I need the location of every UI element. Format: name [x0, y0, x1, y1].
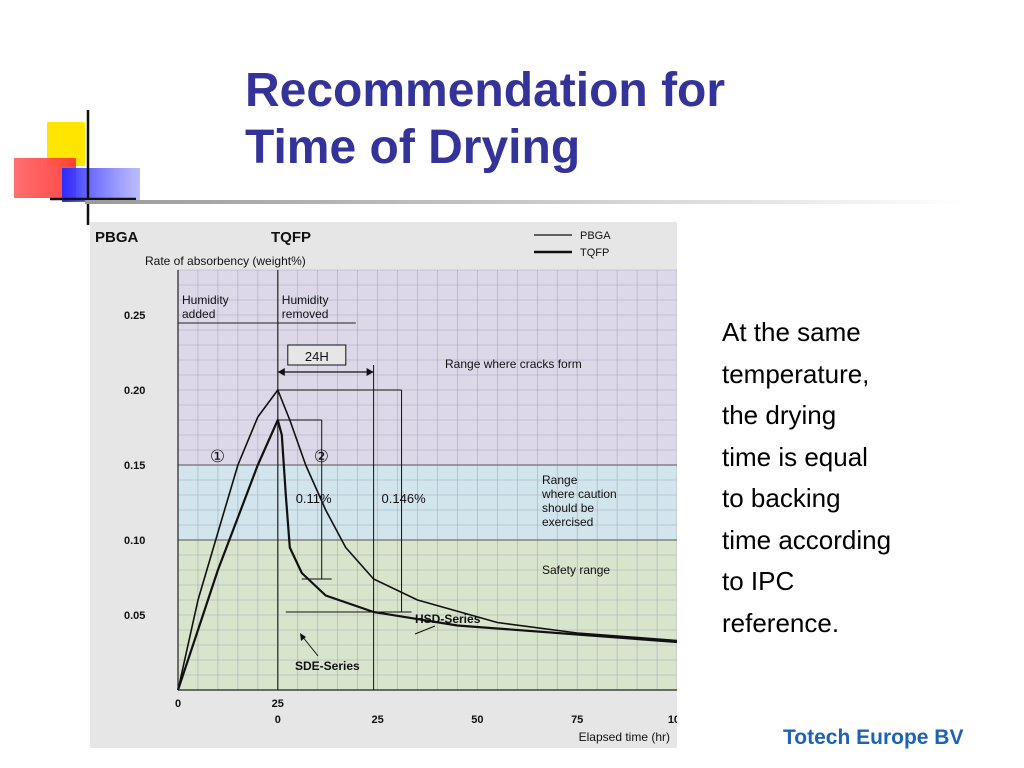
phase-label: removed [282, 307, 329, 321]
zone-label-caution: where caution [541, 487, 617, 501]
legend-label-pbga: PBGA [580, 230, 611, 242]
drying-chart: PBGA TQFP Rate of absorbency (weight%) PBGA… [90, 222, 677, 748]
zone-label-caution: should be [542, 501, 594, 515]
y-tick-label: 0.15 [124, 460, 145, 472]
slide-title-line-2: Time of Drying [245, 121, 581, 174]
interval-label-box [287, 344, 347, 366]
company-name: Totech Europe BV [783, 726, 964, 749]
slide-title: Recommendation for Time of Drying [245, 62, 945, 176]
y-axis-label: Rate of absorbency (weight%) [145, 254, 306, 268]
zone-label-safety: Safety range [542, 563, 610, 577]
series-line-tqfp [176, 418, 677, 691]
x-tick-label-top: 0 [175, 698, 181, 710]
diff-label-1: 0.11% [296, 491, 332, 506]
decorative-logo [14, 110, 140, 225]
top-label-pbga: PBGA [95, 229, 139, 246]
zone-band-0 [178, 270, 677, 465]
y-tick-label: 0.10 [124, 535, 145, 547]
x-tick-label: 100 [668, 714, 677, 726]
series-pointer-sde [301, 635, 319, 657]
x-tick-label: 50 [471, 714, 483, 726]
y-tick-label: 0.25 [124, 310, 145, 322]
y-tick-label: 0.05 [124, 610, 145, 622]
diff-label-2: 0.146% [382, 491, 427, 506]
logo-blue-bar [62, 168, 140, 202]
phase-marker-1: ① [210, 447, 225, 466]
x-tick-label-top: 25 [272, 698, 284, 710]
series-label-sde: SDE-Series [295, 659, 360, 673]
zone-band-1 [178, 465, 677, 540]
legend-label-tqfp: TQFP [580, 247, 609, 259]
series-pointer-hsd [414, 625, 436, 635]
slide-title-line-1: Recommendation for [245, 64, 726, 117]
series-label-hsd: HSD-Series [415, 612, 481, 626]
zone-label-cracks: Range where cracks form [445, 357, 582, 371]
x-tick-label: 75 [571, 714, 583, 726]
zone-label-caution: Range [542, 473, 578, 487]
y-tick-label: 0.20 [124, 385, 145, 397]
zone-label-caution: exercised [542, 515, 593, 529]
phase-label: Humidity [282, 293, 329, 307]
phase-label: added [182, 307, 215, 321]
x-tick-label: 0 [275, 714, 281, 726]
x-axis-label: Elapsed time (hr) [579, 730, 670, 744]
title-divider [85, 200, 965, 204]
series-pointer-sde-head [300, 633, 306, 641]
series-line-pbga [177, 389, 677, 691]
interval-label: 24H [305, 349, 329, 364]
phase-label: Humidity [182, 293, 229, 307]
top-label-tqfp: TQFP [271, 229, 311, 246]
body-text: At the same temperature, the drying time… [722, 317, 892, 638]
x-tick-label: 25 [371, 714, 383, 726]
